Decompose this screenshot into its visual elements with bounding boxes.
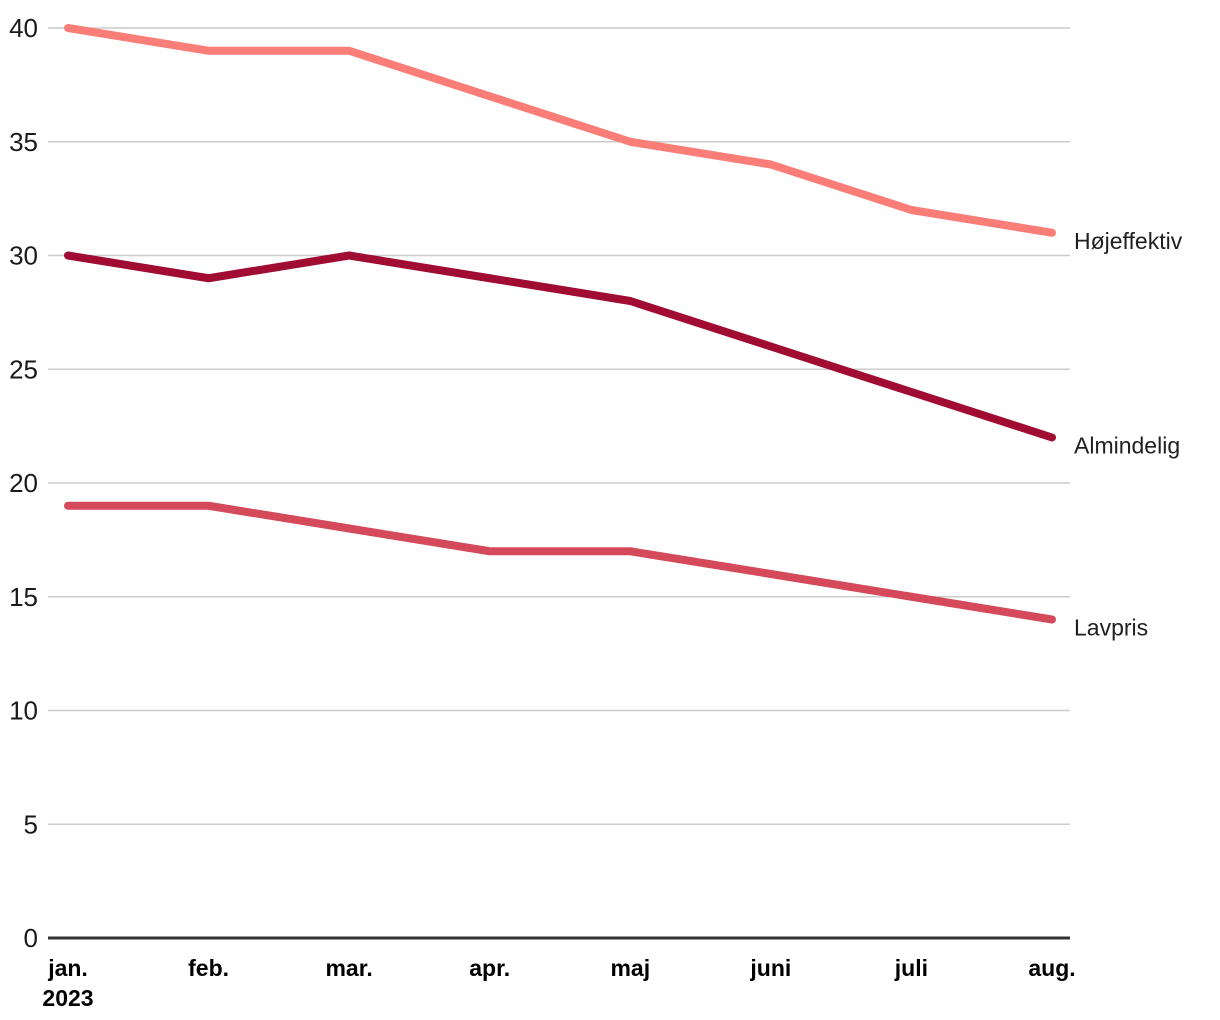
- x-tick-label: apr.: [469, 955, 510, 981]
- series-lines-layer: [64, 24, 1056, 624]
- y-axis-labels-layer: 0 5 10 15 20 25 30 35 40: [9, 13, 38, 953]
- x-tick-label: juni: [749, 955, 791, 981]
- series-line-lavpris[interactable]: [64, 501, 1056, 624]
- series-label-lavpris: Lavpris: [1074, 615, 1148, 641]
- x-tick-label: maj: [610, 955, 650, 981]
- x-tick-label: mar.: [325, 955, 372, 981]
- series-line-almindelig[interactable]: [64, 251, 1056, 442]
- y-tick-label: 20: [9, 468, 38, 498]
- x-tick-label: feb.: [188, 955, 229, 981]
- y-tick-label: 10: [9, 696, 38, 726]
- series-labels-layer: Højeffektiv Almindelig Lavpris: [1074, 228, 1183, 641]
- y-tick-label: 35: [9, 127, 38, 157]
- y-tick-label: 0: [24, 923, 38, 953]
- gridlines-layer: [48, 27, 1070, 940]
- x-year-label: 2023: [42, 985, 93, 1011]
- x-tick-label: juli: [894, 955, 928, 981]
- y-tick-label: 25: [9, 354, 38, 384]
- y-tick-label: 30: [9, 241, 38, 271]
- x-tick-label: aug.: [1028, 955, 1075, 981]
- y-tick-label: 5: [24, 809, 38, 839]
- series-label-almindelig: Almindelig: [1074, 433, 1180, 459]
- series-line-højeffektiv[interactable]: [64, 24, 1056, 237]
- x-axis-labels-layer: jan. feb. mar. apr. maj juni juli aug. 2023: [42, 955, 1075, 1011]
- y-tick-label: 40: [9, 13, 38, 43]
- series-label-højeffektiv: Højeffektiv: [1074, 228, 1183, 254]
- x-tick-label: jan.: [47, 955, 88, 981]
- y-tick-label: 15: [9, 582, 38, 612]
